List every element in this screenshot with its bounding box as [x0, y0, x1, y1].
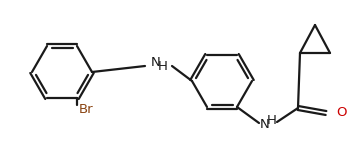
Text: N: N: [151, 55, 161, 68]
Text: H: H: [267, 113, 277, 126]
Text: H: H: [158, 59, 168, 73]
Text: N: N: [260, 119, 270, 132]
Text: Br: Br: [79, 104, 94, 117]
Text: O: O: [336, 106, 347, 119]
